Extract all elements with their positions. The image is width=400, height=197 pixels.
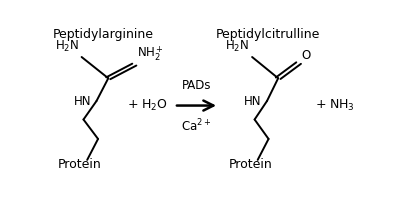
Text: Protein: Protein — [228, 158, 272, 171]
Text: H$_2$N: H$_2$N — [226, 39, 250, 54]
Text: Protein: Protein — [58, 158, 102, 171]
Text: HN: HN — [74, 95, 91, 108]
Text: O: O — [301, 49, 310, 61]
Text: Peptidylcitrulline: Peptidylcitrulline — [216, 28, 320, 41]
Text: $+$ H$_2$O: $+$ H$_2$O — [127, 98, 168, 113]
Text: H$_2$N: H$_2$N — [55, 39, 79, 54]
Text: Peptidylarginine: Peptidylarginine — [53, 28, 154, 41]
Text: Ca$^{2+}$: Ca$^{2+}$ — [181, 118, 212, 134]
Text: HN: HN — [244, 95, 262, 108]
Text: $+$ NH$_3$: $+$ NH$_3$ — [315, 98, 355, 113]
Text: PADs: PADs — [182, 79, 211, 92]
Text: NH$_2^+$: NH$_2^+$ — [137, 44, 164, 63]
